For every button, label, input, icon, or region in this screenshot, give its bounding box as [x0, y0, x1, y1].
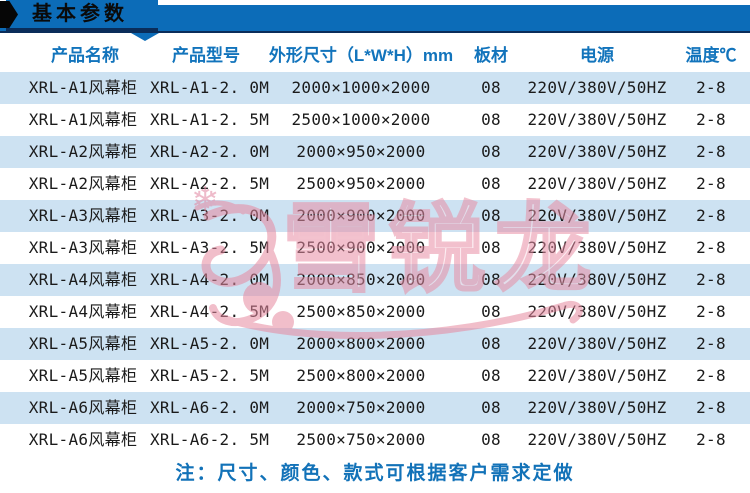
cell-model: XRL-A6-2. 5M	[150, 430, 270, 449]
table-row: XRL-A3风幕柜 XRL-A3-2. 5M 2500×900×2000 08 …	[0, 232, 750, 264]
cell-temp: 2-8	[696, 398, 726, 417]
cell-temp: 2-8	[696, 366, 726, 385]
cell-temp: 2-8	[696, 206, 726, 225]
cell-temp: 2-8	[696, 174, 726, 193]
table-row: XRL-A2风幕柜 XRL-A2-2. 0M 2000×950×2000 08 …	[0, 136, 750, 168]
table-row: XRL-A5风幕柜 XRL-A5-2. 0M 2000×800×2000 08 …	[0, 328, 750, 360]
column-header-name: 产品名称	[51, 46, 119, 65]
cell-model: XRL-A4-2. 5M	[150, 302, 270, 321]
cell-name: XRL-A5风幕柜	[28, 334, 138, 353]
cell-model: XRL-A2-2. 0M	[150, 142, 270, 161]
cell-name: XRL-A4风幕柜	[28, 302, 138, 321]
cell-name: XRL-A2风幕柜	[28, 174, 138, 193]
table-row: XRL-A4风幕柜 XRL-A4-2. 5M 2500×850×2000 08 …	[0, 296, 750, 328]
cell-model: XRL-A1-2. 5M	[150, 110, 270, 129]
cell-power: 220V/380V/50HZ	[527, 206, 667, 225]
cell-name: XRL-A6风幕柜	[28, 430, 138, 449]
table-row: XRL-A3风幕柜 XRL-A3-2. 0M 2000×900×2000 08 …	[0, 200, 750, 232]
cell-temp: 2-8	[696, 142, 726, 161]
cell-power: 220V/380V/50HZ	[527, 366, 667, 385]
table-row: XRL-A6风幕柜 XRL-A6-2. 5M 2500×750×2000 08 …	[0, 424, 750, 456]
cell-name: XRL-A3风幕柜	[28, 238, 138, 257]
cell-temp: 2-8	[696, 430, 726, 449]
ribbon-tab: 基本参数	[6, 0, 158, 33]
cell-board: 08	[481, 398, 501, 417]
cell-temp: 2-8	[696, 78, 726, 97]
cell-name: XRL-A4风幕柜	[28, 270, 138, 289]
table-header-row: 产品名称 产品型号 外形尺寸（L*W*H）mm 板材 电源 温度℃	[0, 40, 750, 72]
column-header-board: 板材	[474, 46, 508, 65]
cell-size: 2000×900×2000	[296, 206, 426, 225]
column-header-size: 外形尺寸（L*W*H）mm	[268, 46, 454, 65]
cell-name: XRL-A1风幕柜	[28, 78, 138, 97]
cell-model: XRL-A3-2. 5M	[150, 238, 270, 257]
cell-power: 220V/380V/50HZ	[527, 174, 667, 193]
cell-board: 08	[481, 206, 501, 225]
cell-name: XRL-A5风幕柜	[28, 366, 138, 385]
cell-temp: 2-8	[696, 302, 726, 321]
cell-board: 08	[481, 174, 501, 193]
section-header: 基本参数	[0, 0, 750, 41]
column-header-temp: 温度℃	[685, 46, 737, 65]
cell-size: 2000×1000×2000	[291, 78, 431, 97]
ribbon-notch-icon	[131, 33, 159, 41]
cell-power: 220V/380V/50HZ	[527, 78, 667, 97]
cell-size: 2000×850×2000	[296, 270, 426, 289]
cell-board: 08	[481, 270, 501, 289]
cell-power: 220V/380V/50HZ	[527, 430, 667, 449]
cell-size: 2000×750×2000	[296, 398, 426, 417]
cell-model: XRL-A6-2. 0M	[150, 398, 270, 417]
cell-temp: 2-8	[696, 270, 726, 289]
arrow-right-icon	[0, 1, 18, 28]
table-row: XRL-A6风幕柜 XRL-A6-2. 0M 2000×750×2000 08 …	[0, 392, 750, 424]
cell-power: 220V/380V/50HZ	[527, 270, 667, 289]
cell-board: 08	[481, 110, 501, 129]
table-row: XRL-A1风幕柜 XRL-A1-2. 5M 2500×1000×2000 08…	[0, 104, 750, 136]
cell-power: 220V/380V/50HZ	[527, 334, 667, 353]
cell-power: 220V/380V/50HZ	[527, 302, 667, 321]
cell-temp: 2-8	[696, 238, 726, 257]
cell-name: XRL-A6风幕柜	[28, 398, 138, 417]
cell-model: XRL-A5-2. 5M	[150, 366, 270, 385]
table-row: XRL-A4风幕柜 XRL-A4-2. 0M 2000×850×2000 08 …	[0, 264, 750, 296]
cell-name: XRL-A2风幕柜	[28, 142, 138, 161]
column-header-model: 产品型号	[172, 46, 240, 65]
cell-size: 2500×950×2000	[296, 174, 426, 193]
cell-board: 08	[481, 302, 501, 321]
cell-name: XRL-A1风幕柜	[28, 110, 138, 129]
table-row: XRL-A2风幕柜 XRL-A2-2. 5M 2500×950×2000 08 …	[0, 168, 750, 200]
cell-size: 2500×750×2000	[296, 430, 426, 449]
cell-board: 08	[481, 78, 501, 97]
cell-model: XRL-A5-2. 0M	[150, 334, 270, 353]
cell-board: 08	[481, 238, 501, 257]
cell-size: 2000×800×2000	[296, 334, 426, 353]
section-title: 基本参数	[32, 3, 128, 25]
cell-power: 220V/380V/50HZ	[527, 398, 667, 417]
cell-model: XRL-A3-2. 0M	[150, 206, 270, 225]
table-row: XRL-A5风幕柜 XRL-A5-2. 5M 2500×800×2000 08 …	[0, 360, 750, 392]
cell-power: 220V/380V/50HZ	[527, 238, 667, 257]
cell-size: 2500×1000×2000	[291, 110, 431, 129]
cell-size: 2500×800×2000	[296, 366, 426, 385]
table-body: XRL-A1风幕柜 XRL-A1-2. 0M 2000×1000×2000 08…	[0, 72, 750, 456]
cell-board: 08	[481, 366, 501, 385]
cell-size: 2000×950×2000	[296, 142, 426, 161]
cell-power: 220V/380V/50HZ	[527, 142, 667, 161]
column-header-power: 电源	[580, 46, 614, 65]
cell-size: 2500×850×2000	[296, 302, 426, 321]
cell-temp: 2-8	[696, 110, 726, 129]
cell-model: XRL-A4-2. 0M	[150, 270, 270, 289]
cell-model: XRL-A2-2. 5M	[150, 174, 270, 193]
cell-size: 2500×900×2000	[296, 238, 426, 257]
cell-power: 220V/380V/50HZ	[527, 110, 667, 129]
cell-board: 08	[481, 334, 501, 353]
cell-temp: 2-8	[696, 334, 726, 353]
cell-name: XRL-A3风幕柜	[28, 206, 138, 225]
footer-note: 注：尺寸、颜色、款式可根据客户需求定做	[175, 463, 575, 484]
cell-model: XRL-A1-2. 0M	[150, 78, 270, 97]
table-row: XRL-A1风幕柜 XRL-A1-2. 0M 2000×1000×2000 08…	[0, 72, 750, 104]
cell-board: 08	[481, 430, 501, 449]
cell-board: 08	[481, 142, 501, 161]
